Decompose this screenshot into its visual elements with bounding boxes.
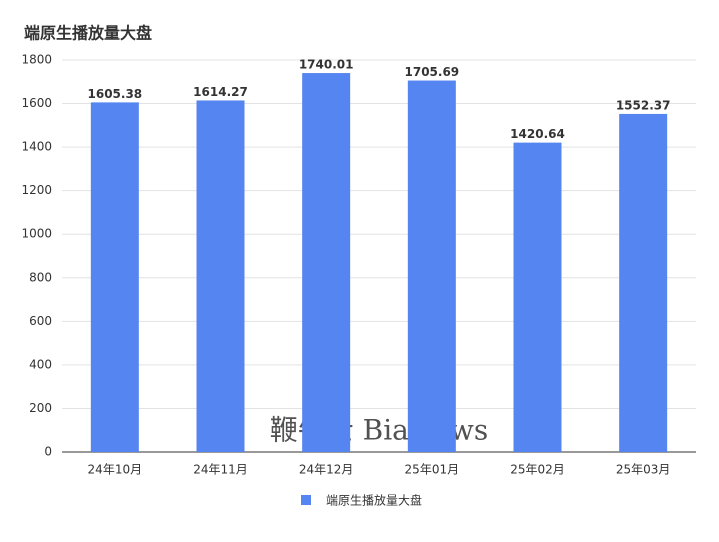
y-tick-label: 1600 bbox=[21, 96, 52, 110]
x-tick-label: 25年03月 bbox=[616, 463, 671, 477]
legend-swatch bbox=[301, 495, 311, 505]
data-label: 1614.27 bbox=[193, 85, 248, 99]
chart-title: 端原生播放量大盘 bbox=[24, 24, 152, 43]
bar bbox=[513, 142, 562, 452]
data-label: 1552.37 bbox=[616, 98, 671, 112]
bar bbox=[196, 100, 245, 452]
bar bbox=[619, 113, 668, 452]
data-label: 1740.01 bbox=[299, 58, 354, 72]
x-tick-label: 24年12月 bbox=[299, 463, 354, 477]
y-tick-label: 0 bbox=[44, 445, 52, 459]
y-tick-label: 1000 bbox=[21, 227, 52, 241]
y-tick-label: 1400 bbox=[21, 140, 52, 154]
x-tick-label: 25年01月 bbox=[405, 463, 460, 477]
y-tick-label: 1800 bbox=[21, 53, 52, 67]
y-tick-label: 200 bbox=[29, 401, 52, 415]
y-tick-label: 800 bbox=[29, 270, 52, 284]
x-tick-label: 25年02月 bbox=[510, 463, 565, 477]
bar bbox=[302, 73, 351, 453]
y-tick-label: 600 bbox=[29, 314, 52, 328]
y-tick-label: 1200 bbox=[21, 183, 52, 197]
bar bbox=[407, 80, 456, 452]
legend-label: 端原生播放量大盘 bbox=[326, 493, 422, 508]
bar bbox=[90, 102, 139, 452]
data-label: 1605.38 bbox=[88, 87, 143, 101]
data-label: 1705.69 bbox=[405, 65, 460, 79]
x-tick-label: 24年11月 bbox=[193, 463, 248, 477]
x-tick-label: 24年10月 bbox=[88, 463, 143, 477]
y-tick-label: 400 bbox=[29, 357, 52, 371]
data-label: 1420.64 bbox=[510, 127, 565, 141]
